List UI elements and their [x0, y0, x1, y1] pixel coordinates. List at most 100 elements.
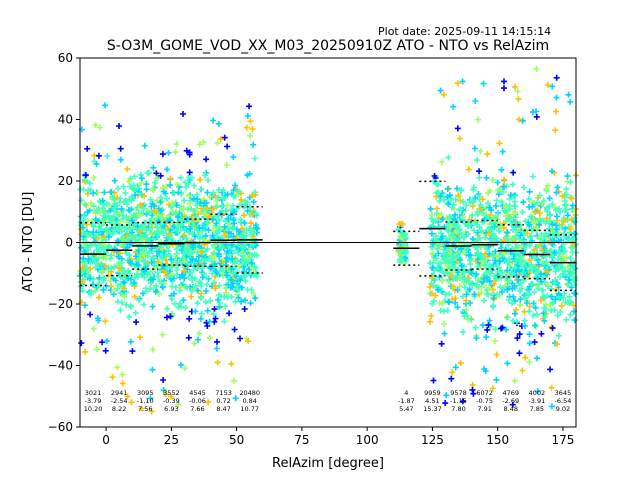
data-point — [542, 301, 549, 308]
data-point — [121, 279, 128, 286]
data-point — [427, 283, 433, 290]
data-point — [448, 232, 455, 239]
data-point — [137, 211, 144, 218]
data-point — [102, 318, 109, 325]
data-point — [105, 233, 112, 240]
data-point — [526, 340, 533, 347]
data-point — [554, 184, 561, 191]
data-point — [180, 267, 187, 274]
data-point — [125, 216, 132, 223]
data-point — [142, 285, 149, 292]
data-point — [182, 179, 189, 186]
data-point — [252, 271, 259, 278]
data-point — [109, 193, 116, 200]
data-point — [245, 338, 252, 345]
data-point — [132, 274, 138, 281]
data-point — [213, 220, 220, 227]
y-axis-label: ATO - NTO [DU] — [21, 192, 36, 293]
data-point — [123, 224, 130, 231]
data-point — [476, 174, 483, 181]
data-point — [149, 200, 156, 207]
data-point — [117, 281, 124, 288]
data-point — [153, 282, 160, 289]
data-point — [546, 195, 553, 202]
data-point — [545, 82, 551, 88]
data-point — [108, 265, 115, 272]
data-point — [442, 235, 449, 241]
data-point — [519, 367, 526, 374]
data-point — [149, 185, 156, 192]
data-point — [114, 364, 121, 371]
data-point — [95, 152, 102, 159]
data-point — [204, 219, 211, 226]
data-point — [141, 142, 148, 149]
data-point — [519, 117, 526, 124]
data-point — [443, 392, 450, 399]
data-point — [185, 229, 192, 236]
data-point — [107, 277, 114, 284]
data-point — [539, 240, 546, 247]
data-point — [248, 286, 255, 293]
data-point — [485, 291, 492, 298]
data-point — [428, 290, 435, 297]
data-point — [434, 181, 441, 188]
data-point — [247, 118, 254, 125]
data-point — [439, 215, 446, 222]
data-point — [536, 210, 543, 216]
data-point — [125, 275, 132, 282]
data-point — [494, 210, 501, 217]
data-point — [167, 313, 174, 320]
data-point — [484, 326, 491, 333]
data-point — [176, 287, 183, 294]
data-point — [164, 195, 170, 202]
data-point — [551, 307, 558, 313]
data-point — [213, 198, 220, 204]
data-point — [548, 384, 555, 391]
data-point — [563, 186, 570, 193]
data-point — [555, 332, 562, 339]
data-point — [121, 293, 128, 300]
data-point — [240, 245, 247, 252]
data-point — [557, 274, 564, 281]
bin-count-label: 3645 — [555, 389, 572, 397]
bin-mean-label: -0.06 — [189, 397, 206, 405]
data-point — [427, 318, 433, 325]
data-point — [172, 284, 179, 291]
data-point — [144, 253, 151, 259]
data-point — [138, 225, 145, 232]
data-point — [197, 315, 204, 322]
data-point — [193, 213, 200, 220]
data-point — [217, 245, 224, 252]
data-point — [188, 174, 195, 181]
data-point — [447, 213, 453, 220]
data-point — [435, 214, 442, 221]
data-point — [562, 225, 569, 232]
data-point — [548, 293, 555, 300]
data-point — [548, 403, 555, 410]
data-point — [116, 123, 122, 129]
data-point — [232, 298, 239, 305]
data-point — [86, 180, 93, 187]
data-point — [441, 321, 447, 327]
data-point — [476, 168, 483, 175]
data-point — [507, 192, 514, 199]
data-point — [173, 266, 180, 273]
data-point — [464, 274, 471, 281]
data-point — [81, 213, 88, 220]
x-tick-label: 150 — [486, 433, 509, 447]
data-point — [192, 282, 199, 289]
data-point — [567, 179, 574, 186]
data-point — [567, 98, 574, 105]
data-point — [221, 318, 228, 325]
data-point — [496, 140, 503, 147]
data-point — [543, 206, 550, 213]
data-point — [178, 284, 185, 291]
data-point — [201, 236, 208, 243]
data-point — [179, 271, 185, 278]
data-point — [188, 293, 195, 300]
data-point — [486, 250, 493, 257]
data-point — [553, 74, 560, 81]
data-point — [544, 282, 551, 288]
data-point — [228, 276, 235, 283]
data-point — [460, 198, 467, 205]
